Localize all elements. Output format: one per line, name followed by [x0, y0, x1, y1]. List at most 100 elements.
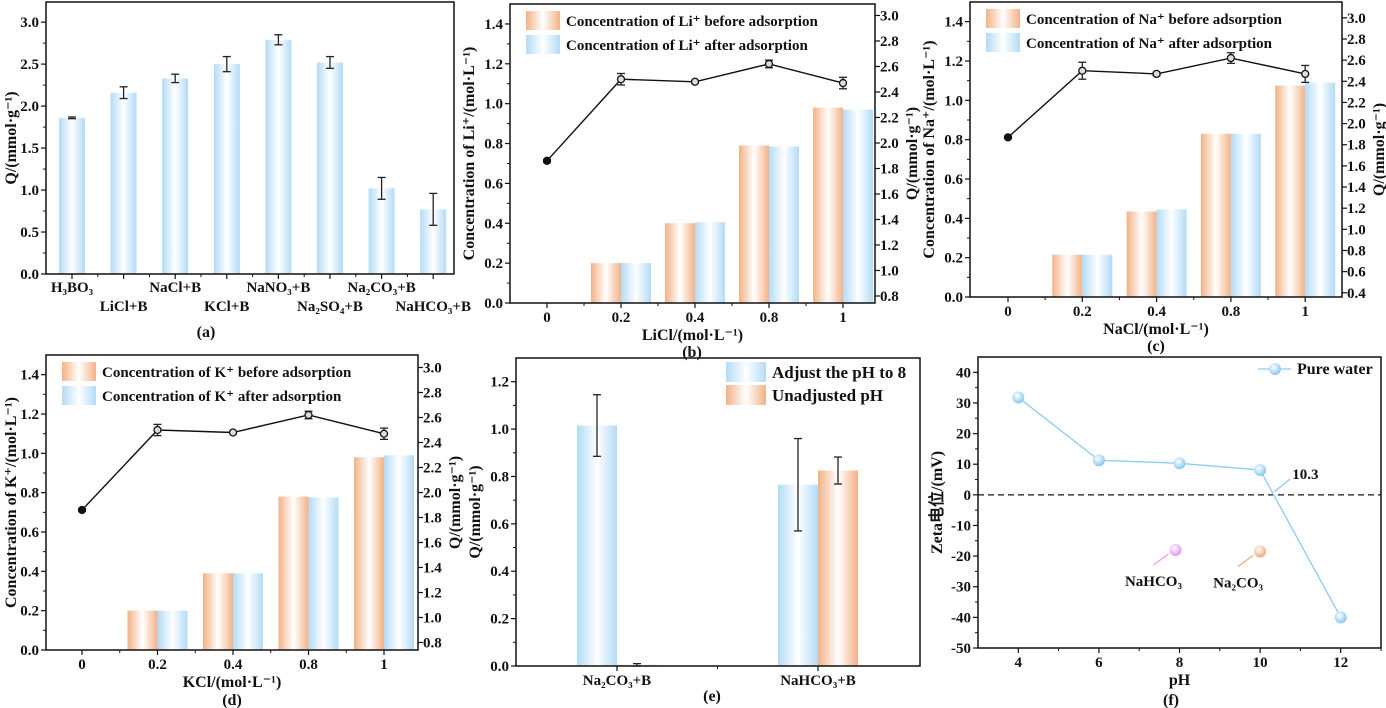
y2-tick-label: 2.2: [1347, 95, 1366, 111]
y2-tick-label: 0.4: [1347, 286, 1366, 302]
y2-tick-label: 0.8: [423, 636, 442, 652]
x-tick-label: 1: [839, 310, 847, 326]
bar-after: [1156, 209, 1187, 297]
y-tick-label: 0.2: [490, 612, 509, 628]
bar-before: [591, 263, 621, 303]
q-point: [838, 78, 848, 88]
y2-axis-label: Q/(mmol·g⁻¹): [1371, 103, 1386, 196]
zeta-point: [1254, 464, 1267, 477]
legend-label: Concentration of Na⁺ after adsorption: [1026, 36, 1273, 52]
x-tick-label: LiCl+B: [100, 299, 148, 315]
y-axis-label: Concentration of Na⁺/(mol·L⁻¹): [921, 40, 938, 258]
y-tick-label: 1.2: [20, 407, 39, 423]
x-tick-label: 0: [78, 657, 86, 673]
y2-tick-label: 1.4: [1347, 180, 1366, 196]
y2-tick-label: 1.2: [1347, 201, 1366, 217]
legend-swatch: [726, 385, 766, 405]
legend-label: Unadjusted pH: [772, 386, 883, 405]
x-tick-label: 0.2: [148, 657, 167, 673]
y2-tick-label: 3.0: [880, 8, 899, 24]
q-point: [1226, 53, 1236, 63]
y-tick-label: 0.6: [484, 176, 503, 192]
y-tick-label: 10: [956, 457, 971, 473]
legend-swatch: [726, 362, 766, 382]
y-tick-label: 3.0: [20, 15, 39, 31]
zeta-point: [1334, 611, 1347, 624]
y-tick-label: 0.0: [490, 659, 509, 675]
y2-tick-label: 1.8: [880, 161, 899, 177]
y2-tick-label: 2.2: [423, 461, 442, 477]
legend-swatch: [986, 33, 1020, 52]
x-axis-label: LiCl/(mol·L⁻¹): [642, 327, 743, 344]
x-tick-label: 0.4: [224, 657, 243, 673]
plot-frame: [515, 357, 921, 667]
x-tick-label: 1: [1301, 304, 1309, 320]
y-axis-label: Q/(mmol·g⁻¹): [467, 465, 484, 558]
bar: [110, 92, 137, 275]
plot-frame: [969, 1, 1343, 298]
y-tick-label: 1.0: [490, 422, 509, 438]
legend-swatch: [526, 11, 560, 30]
panel-label: (c): [1147, 338, 1165, 355]
x-tick-label: Na₂CO₃+B: [347, 280, 415, 296]
legend-swatch: [986, 9, 1020, 28]
q-point: [228, 428, 238, 437]
y-tick-label: 30: [956, 396, 971, 412]
x-tick-label: 6: [1095, 655, 1103, 671]
y-tick-label: 2.5: [20, 57, 39, 73]
bar-before: [1275, 85, 1306, 297]
y2-tick-label: 1.4: [880, 212, 899, 228]
y2-tick-label: 2.2: [880, 110, 899, 126]
q-point: [764, 59, 774, 69]
q-point: [77, 505, 87, 515]
q-point: [542, 156, 552, 165]
y-tick-label: 1.0: [20, 183, 39, 199]
annotation-arrow: [1273, 478, 1291, 493]
bar-after: [1230, 133, 1261, 297]
x-tick-label: 0.4: [686, 310, 705, 326]
y-tick-label: 0.0: [944, 290, 963, 306]
y-tick-label: 0.4: [944, 211, 963, 227]
y2-tick-label: 2.8: [880, 34, 899, 50]
x-tick-label: Na₂SO₄+B: [297, 299, 363, 315]
q-point: [379, 429, 389, 438]
y-tick-label: 0.8: [490, 469, 509, 485]
legend-label: Concentration of K⁺ after adsorption: [102, 389, 342, 405]
y-tick-label: 40: [956, 365, 971, 381]
point-arrow: [1237, 555, 1254, 567]
bar: [162, 78, 189, 274]
panel-label: (e): [703, 688, 721, 705]
y2-tick-label: 2.0: [1347, 117, 1366, 133]
bar: [317, 62, 343, 274]
x-tick-label: 1: [380, 657, 388, 673]
y-tick-label: 0.6: [490, 517, 509, 533]
bar-after: [233, 573, 263, 650]
y-tick-label: 0.6: [20, 525, 39, 541]
plot-frame: [45, 354, 419, 651]
y-tick-label: 0.2: [20, 604, 39, 620]
y2-tick-label: 0.6: [1347, 265, 1366, 281]
bar-after: [1305, 82, 1336, 297]
y-tick-label: -10: [951, 518, 971, 534]
bar-before: [665, 223, 695, 303]
legend-marker: [1269, 363, 1281, 375]
point-label: Na₂CO₃: [1213, 576, 1263, 592]
y-tick-label: -20: [951, 549, 971, 565]
x-tick-label: 0.4: [1147, 304, 1166, 320]
x-tick-label: NaHCO₃+B: [780, 673, 856, 689]
x-axis-label: KCl/(mol·L⁻¹): [183, 674, 282, 691]
y-tick-label: 0.2: [944, 251, 963, 267]
x-axis-label: NaCl/(mol·L⁻¹): [1103, 321, 1209, 338]
panel-label: (b): [682, 344, 702, 361]
x-tick-label: NaHCO₃+B: [395, 299, 471, 315]
plot-frame: [977, 356, 1382, 649]
y-tick-label: 0.6: [944, 172, 963, 188]
x-axis-label: pH: [1169, 672, 1191, 689]
y-tick-label: 0.5: [20, 225, 39, 241]
y-tick-label: 0.0: [484, 296, 503, 312]
plot-frame: [45, 1, 455, 275]
bar-after: [621, 263, 651, 303]
legend-label: Concentration of Li⁺ after adsorption: [566, 38, 808, 54]
y2-tick-label: 1.0: [423, 611, 442, 627]
legend-label: Concentration of Na⁺ before adsorption: [1026, 12, 1283, 28]
